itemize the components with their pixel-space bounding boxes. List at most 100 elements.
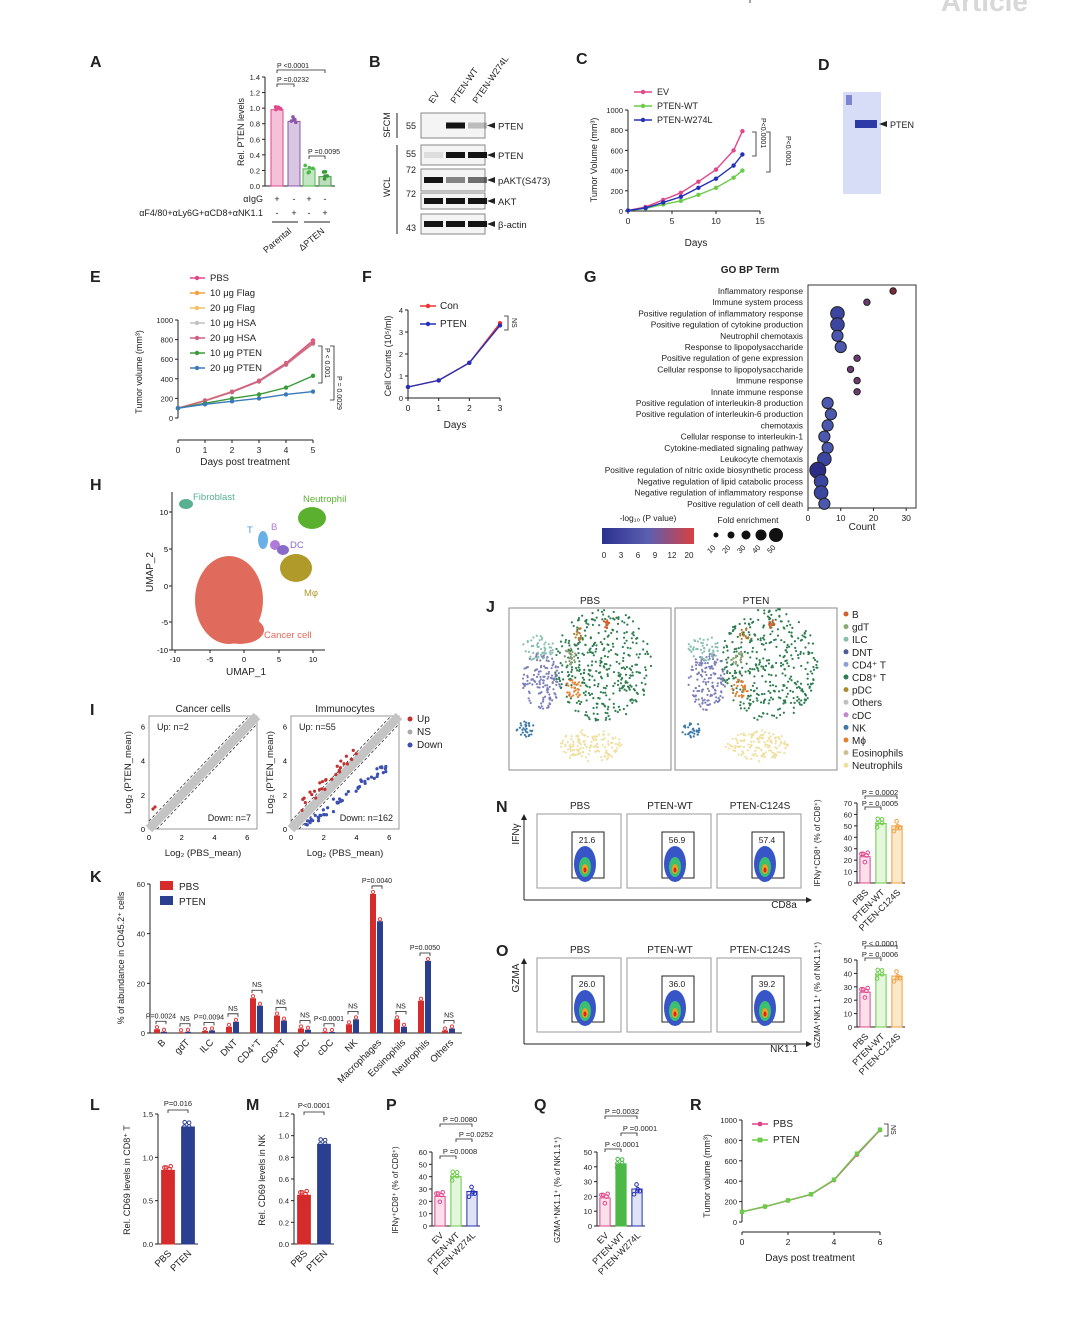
panel-j-cell: [538, 686, 541, 689]
panel-j-cell: [697, 698, 700, 701]
panel-b-arrow: [487, 122, 495, 129]
panel-j-cell: [770, 613, 773, 616]
panel-j-cell: [576, 656, 580, 659]
panel-p-dot: [435, 1191, 441, 1196]
panel-q-bracket: [604, 1148, 622, 1152]
panel-l-yaxis-tick-label: 0.0: [143, 1240, 153, 1249]
panel-j-cell: [576, 695, 580, 699]
panel-j-cell: [544, 666, 547, 669]
panel-g-color-tick: 0: [602, 551, 607, 560]
panel-j-cell: [545, 659, 548, 662]
panel-c-point: [731, 148, 736, 153]
panel-q-dot: [605, 1191, 610, 1197]
panel-c-point: [696, 192, 701, 198]
panel-j-cell: [707, 680, 710, 683]
panel-f-yaxis-tick-label: 4: [399, 306, 403, 315]
panel-j-cell: [795, 686, 799, 689]
panel-c-legend-label: EV: [657, 87, 669, 97]
panel-p-dot: [470, 1191, 475, 1196]
panel-a-group-label: Parental: [261, 226, 293, 255]
panel-j-cell: [626, 623, 629, 626]
panel-j-legend-label: B: [852, 610, 859, 621]
panel-j-cell: [726, 678, 729, 682]
panel-j-cell: [540, 702, 543, 705]
panel-j-cell: [586, 735, 589, 738]
panel-j-cell: [694, 658, 697, 661]
panel-j-cell: [807, 652, 810, 656]
panel-j-cell: [764, 680, 767, 683]
panel-j-cell: [575, 748, 579, 751]
panel-i-up-point: [324, 778, 328, 782]
panel-j-cell: [527, 650, 531, 653]
panel-j-cell: [753, 675, 756, 678]
panel-j-cell: [636, 692, 639, 695]
panel-j-cell: [549, 676, 553, 680]
panel-j-cell: [606, 668, 609, 671]
panel-j-cell: [632, 699, 635, 702]
panel-e-series-line: [177, 390, 314, 409]
panel-letter-d: D: [818, 57, 830, 74]
panel-j-cell: [545, 672, 548, 675]
panel-n-title: PTEN-C124S: [730, 801, 791, 812]
panel-j-cell: [743, 618, 746, 621]
panel-k-pval: NS: [276, 1000, 286, 1007]
panel-k-bracket: [347, 1010, 359, 1015]
panel-c-point: [740, 168, 745, 173]
panel-j-cell: [773, 638, 776, 642]
panel-letter-l: L: [90, 1097, 100, 1114]
panel-j-cell: [768, 618, 771, 621]
panel-k-yaxis-tick-label: 60: [137, 880, 145, 889]
panel-g-term: Innate immune response: [711, 387, 804, 397]
panel-j-cell: [555, 675, 558, 678]
panel-j-cell: [693, 729, 696, 732]
panel-j-cell: [741, 631, 744, 634]
panel-b-band: [446, 221, 465, 227]
panel-k-bar: [394, 1019, 400, 1033]
panel-j-cell: [799, 639, 803, 642]
panel-b-mw: 55: [406, 121, 416, 131]
panel-j-cell: [625, 689, 628, 692]
panel-j-cell: [602, 620, 605, 623]
panel-p-yaxis-tick-label: 50: [419, 1160, 427, 1169]
panel-j-cell: [525, 666, 529, 669]
panel-b-lane-label: PTEN-W274L: [470, 54, 510, 105]
panel-j-cell: [740, 674, 744, 677]
panel-g-term: Negative regulation of lipid catabolic p…: [637, 476, 803, 486]
panel-j-cell: [696, 661, 699, 664]
panel-k-dot: [394, 1015, 400, 1020]
panel-r-yaxis-tick-label: 1000: [720, 1116, 737, 1125]
panel-r-xaxis-tick-label: 6: [878, 1237, 883, 1247]
panel-p-dot: [434, 1191, 439, 1196]
panel-j-cell: [612, 706, 616, 709]
panel-j-cell: [556, 665, 560, 669]
panel-a-sign: +: [274, 194, 279, 204]
panel-e-legend-marker: [194, 335, 200, 341]
panel-r-series-line: [741, 1129, 881, 1213]
panel-j-cell: [630, 685, 633, 688]
panel-k-pval: P=0.0050: [410, 945, 440, 952]
panel-j-cell: [518, 726, 521, 729]
panel-j-cell: [536, 642, 540, 645]
panel-j-cell: [624, 681, 627, 684]
panel-c-point: [740, 152, 745, 157]
panel-j-cell: [703, 678, 706, 681]
panel-j-cell: [599, 675, 603, 678]
panel-k-category: NK: [343, 1037, 361, 1055]
panel-j-cell: [524, 735, 528, 738]
panel-j-cell: [603, 647, 606, 650]
panel-j-cell: [585, 710, 588, 714]
panel-j-cell: [691, 648, 694, 651]
panel-j-title: PBS: [580, 596, 600, 607]
panel-m-yaxis-tick-label: 1.2: [279, 1110, 289, 1119]
panel-j-cell: [578, 660, 581, 663]
panel-j-cell: [812, 665, 815, 669]
panel-j-cell: [585, 626, 589, 629]
panel-j-cell: [539, 706, 542, 710]
panel-letter-a: A: [90, 54, 102, 71]
panel-j-cell: [534, 680, 537, 683]
panel-o-dot: [859, 987, 864, 992]
panel-j-cell: [738, 632, 742, 636]
panel-j-cell: [790, 634, 793, 637]
panel-j-cell: [697, 672, 700, 675]
